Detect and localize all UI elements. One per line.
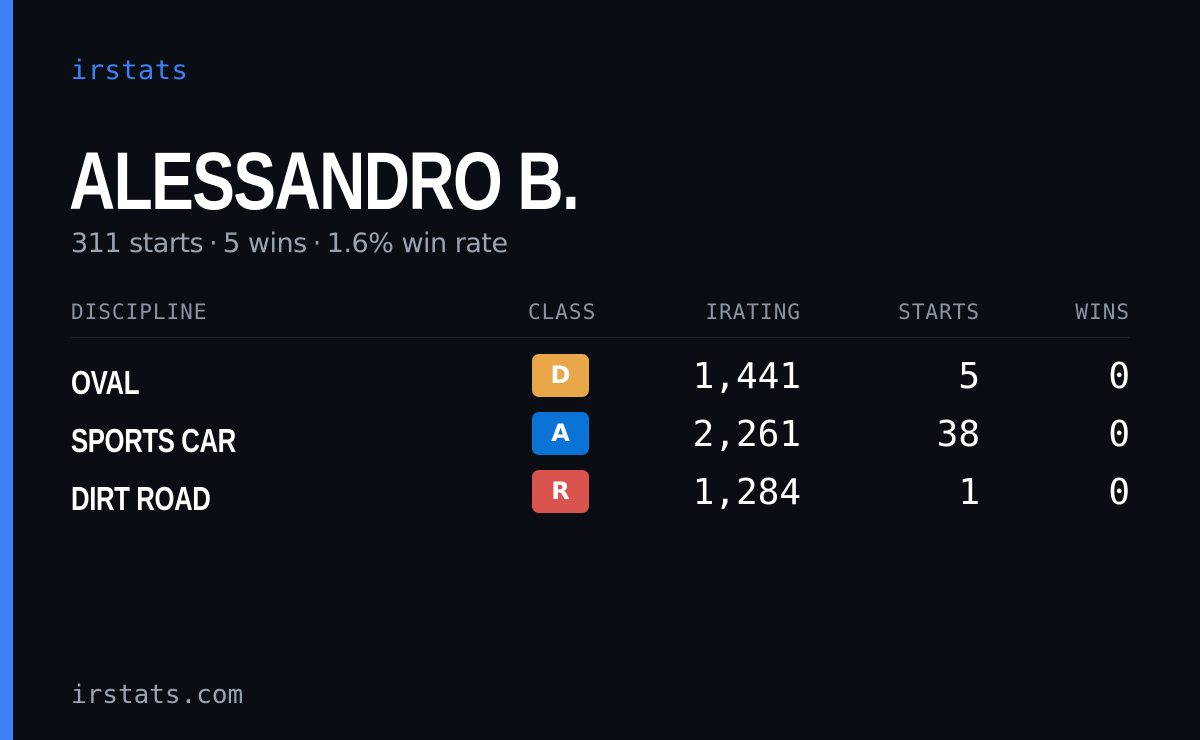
table-row-sports-car: SPORTS CAR A 2,261 38 0 [71, 412, 1130, 470]
driver-summary: 311 starts · 5 wins · 1.6% win rate [71, 228, 508, 259]
header-class: CLASS [528, 300, 597, 324]
starts-summary: 311 starts [71, 228, 204, 259]
header-discipline: DISCIPLINE [71, 300, 208, 324]
irating-value: 2,261 [692, 414, 801, 455]
header-starts: STARTS [898, 300, 980, 324]
wins-value: 0 [1108, 472, 1130, 513]
wins-value: 0 [1108, 356, 1130, 397]
class-badge: D [532, 354, 589, 397]
starts-value: 1 [958, 472, 980, 513]
class-badge: A [532, 412, 589, 455]
win-rate-summary: 1.6% win rate [326, 228, 508, 259]
table-row-oval: OVAL D 1,441 5 0 [71, 354, 1130, 412]
irating-value: 1,284 [692, 472, 801, 513]
starts-value: 5 [958, 356, 980, 397]
footer-url: irstats.com [71, 680, 244, 710]
brand-logo-text: irstats [71, 55, 189, 86]
header-irating: IRATING [705, 300, 801, 324]
table-header: DISCIPLINE CLASS IRATING STARTS WINS [71, 300, 1130, 338]
discipline-label: SPORTS CAR [71, 422, 236, 459]
driver-name: ALESSANDRO B. [69, 136, 580, 227]
separator: · [312, 228, 322, 259]
header-wins: WINS [1075, 300, 1130, 324]
wins-value: 0 [1108, 414, 1130, 455]
table-row-dirt-road: DIRT ROAD R 1,284 1 0 [71, 470, 1130, 528]
starts-value: 38 [936, 414, 980, 455]
discipline-label: DIRT ROAD [71, 480, 211, 517]
separator: · [209, 228, 218, 259]
wins-summary: 5 wins [223, 228, 307, 259]
accent-bar [0, 0, 13, 740]
discipline-label: OVAL [71, 364, 140, 401]
irating-value: 1,441 [692, 356, 801, 397]
class-badge: R [532, 470, 589, 513]
